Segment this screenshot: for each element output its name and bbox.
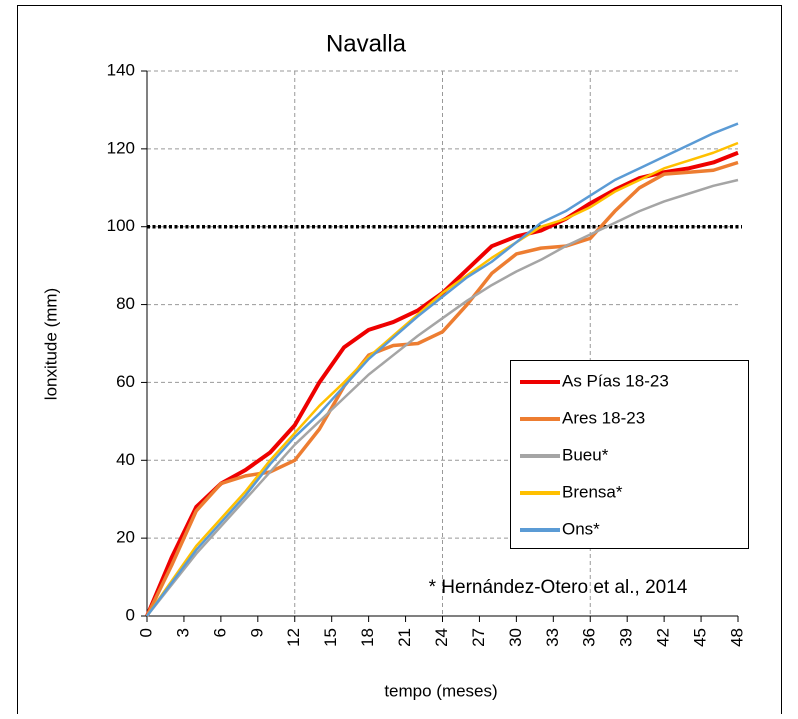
y-tick-label: 80 — [116, 294, 135, 313]
x-tick-label: 33 — [543, 628, 562, 647]
x-tick-label: 9 — [247, 628, 266, 637]
y-tick-label: 60 — [116, 372, 135, 391]
x-tick-label: 30 — [506, 628, 525, 647]
chart-title: Navalla — [326, 30, 407, 57]
x-tick-label: 15 — [321, 628, 340, 647]
y-tick-label: 140 — [107, 60, 135, 79]
annotation: * Hernández-Otero et al., 2014 — [429, 577, 688, 598]
series-line — [145, 160, 739, 617]
x-tick-label: 12 — [284, 628, 303, 647]
x-tick-label: 24 — [432, 628, 451, 647]
x-tick-label: 36 — [580, 628, 599, 647]
y-axis-label: lonxitude (mm) — [41, 288, 60, 400]
series-line — [145, 141, 739, 617]
x-tick-label: 0 — [136, 628, 155, 637]
y-tick-label: 20 — [116, 528, 135, 547]
y-tick-label: 40 — [116, 450, 135, 469]
series-line — [146, 178, 739, 617]
legend-label: Ares 18-23 — [562, 408, 645, 427]
legend-label: As Pías 18-23 — [562, 371, 669, 390]
x-tick-label: 45 — [691, 628, 710, 647]
x-tick-label: 39 — [617, 628, 636, 647]
frame — [17, 5, 782, 719]
series-line — [145, 122, 739, 617]
x-tick-label: 21 — [395, 628, 414, 647]
legend-label: Bueu* — [562, 445, 609, 464]
legend-box — [510, 360, 749, 549]
legend-label: Brensa* — [562, 482, 623, 501]
y-tick-label: 100 — [107, 216, 135, 235]
x-tick-label: 3 — [173, 628, 192, 637]
x-axis-label: tempo (meses) — [384, 681, 497, 700]
x-tick-label: 6 — [210, 628, 229, 637]
x-tick-label: 27 — [469, 628, 488, 647]
x-tick-label: 42 — [654, 628, 673, 647]
legend-label: Ons* — [562, 519, 600, 538]
x-tick-label: 48 — [727, 628, 746, 647]
y-tick-label: 0 — [126, 605, 135, 624]
x-tick-label: 18 — [358, 628, 377, 647]
y-tick-label: 120 — [107, 138, 135, 157]
